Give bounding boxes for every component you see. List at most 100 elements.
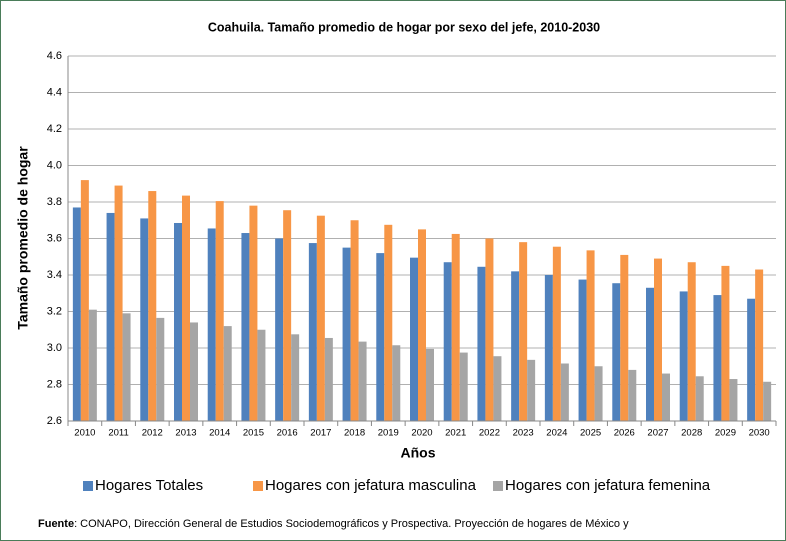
bar xyxy=(459,352,468,421)
bar xyxy=(249,205,258,421)
x-tick-label: 2016 xyxy=(277,428,298,439)
y-tick-label: 4.0 xyxy=(47,159,62,171)
bar xyxy=(763,381,772,421)
x-tick-label: 2018 xyxy=(344,428,365,439)
x-tick-label: 2027 xyxy=(647,428,668,439)
bar xyxy=(695,376,704,421)
x-tick-label: 2028 xyxy=(681,428,702,439)
bar xyxy=(88,309,97,421)
bar xyxy=(190,322,198,421)
bar xyxy=(291,334,300,421)
bar xyxy=(358,341,367,421)
bar xyxy=(721,265,730,421)
source-label: Fuente xyxy=(38,518,74,530)
y-tick-label: 2.6 xyxy=(47,415,62,427)
bar xyxy=(308,243,317,421)
x-tick-label: 2024 xyxy=(546,428,567,439)
bar xyxy=(679,291,688,421)
y-tick-label: 3.0 xyxy=(47,342,62,354)
bar xyxy=(628,369,637,421)
x-tick-label: 2026 xyxy=(614,428,635,439)
y-tick-label: 2.8 xyxy=(47,378,62,390)
bar xyxy=(241,233,250,421)
bar xyxy=(578,279,587,421)
y-tick-label: 3.8 xyxy=(47,196,62,208)
bar xyxy=(316,215,325,421)
bar xyxy=(654,258,662,421)
bar xyxy=(544,275,553,421)
legend-label: Hogares Totales xyxy=(95,477,203,494)
x-axis-label: Años xyxy=(401,445,436,461)
bar xyxy=(410,257,418,421)
bar xyxy=(443,262,452,421)
bar xyxy=(342,247,351,421)
bar xyxy=(519,242,528,421)
x-tick-label: 2023 xyxy=(513,428,534,439)
legend-swatch xyxy=(253,481,263,491)
bar xyxy=(620,254,629,421)
bar xyxy=(485,238,494,421)
y-tick-label: 3.4 xyxy=(47,269,62,281)
bar xyxy=(713,295,722,421)
bar xyxy=(275,238,284,421)
y-tick-label: 4.4 xyxy=(47,86,62,98)
bar xyxy=(511,271,520,421)
legend-label: Hogares con jefatura masculina xyxy=(265,477,477,494)
bar xyxy=(560,363,569,421)
bar xyxy=(392,345,401,421)
bar xyxy=(426,348,434,421)
x-tick-label: 2022 xyxy=(479,428,500,439)
source-note: Fuente: CONAPO, Dirección General de Est… xyxy=(38,518,629,530)
x-tick-label: 2025 xyxy=(580,428,601,439)
chart-title: Coahuila. Tamaño promedio de hogar por s… xyxy=(208,20,600,34)
y-tick-label: 3.6 xyxy=(47,232,62,244)
legend-label: Hogares con jefatura femenina xyxy=(505,477,711,494)
x-tick-label: 2021 xyxy=(445,428,466,439)
bar xyxy=(140,218,149,421)
x-tick-label: 2030 xyxy=(749,428,770,439)
bar xyxy=(612,283,621,421)
x-tick-label: 2013 xyxy=(175,428,196,439)
bar xyxy=(729,379,738,421)
bar xyxy=(384,224,393,421)
bar xyxy=(687,262,696,421)
bar xyxy=(586,250,595,421)
y-tick-label: 4.6 xyxy=(47,50,62,62)
bar xyxy=(493,356,502,421)
bar xyxy=(552,246,561,421)
bar xyxy=(215,201,224,421)
bar xyxy=(223,326,232,421)
bar xyxy=(324,337,333,421)
x-tick-label: 2012 xyxy=(142,428,163,439)
bar xyxy=(80,180,89,421)
bar xyxy=(350,220,359,421)
bar xyxy=(662,373,670,421)
y-tick-label: 4.2 xyxy=(47,123,62,135)
x-tick-label: 2029 xyxy=(715,428,736,439)
bar xyxy=(755,269,764,421)
bar xyxy=(72,207,81,421)
bar xyxy=(418,229,426,421)
bar xyxy=(477,266,486,421)
bar xyxy=(283,210,292,421)
bar xyxy=(122,313,131,421)
bar xyxy=(207,228,216,421)
bar xyxy=(376,253,385,421)
bar xyxy=(646,287,654,421)
bar xyxy=(527,359,536,421)
bar xyxy=(114,185,123,421)
bar xyxy=(747,298,756,421)
bar xyxy=(257,329,266,421)
x-tick-label: 2019 xyxy=(378,428,399,439)
bar xyxy=(451,233,460,421)
bar xyxy=(182,195,190,421)
legend-swatch xyxy=(83,481,93,491)
y-axis-label: Tamaño promedio de hogar xyxy=(15,146,31,330)
bar xyxy=(106,212,115,421)
bar xyxy=(156,317,165,421)
source-text: : CONAPO, Dirección General de Estudios … xyxy=(74,518,629,530)
x-tick-label: 2010 xyxy=(74,428,95,439)
bar xyxy=(174,222,182,421)
bar xyxy=(594,366,603,421)
